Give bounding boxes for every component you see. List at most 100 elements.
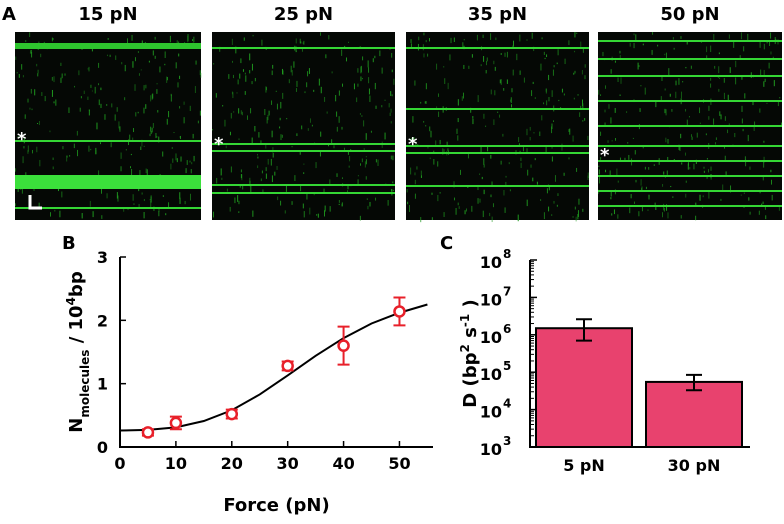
- kymo-noise: [179, 192, 181, 200]
- kymo-noise: [21, 187, 23, 194]
- kymo-noise: [433, 159, 435, 165]
- kymo-noise: [580, 41, 582, 47]
- kymo-noise: [664, 53, 666, 56]
- kymo-noise: [563, 172, 565, 176]
- tick-exponent: 7: [503, 284, 511, 298]
- kymo-noise: [561, 88, 563, 93]
- kymo-noise: [459, 169, 461, 175]
- kymo-noise: [241, 111, 243, 116]
- label-part: / 10: [66, 305, 87, 349]
- kymo-noise: [37, 123, 39, 125]
- kymo-noise: [470, 107, 472, 113]
- kymo-noise: [568, 129, 570, 132]
- kymo-noise: [348, 165, 350, 168]
- kymo-noise: [165, 213, 167, 216]
- kymo-noise: [238, 200, 240, 205]
- kymo-noise: [540, 63, 542, 71]
- kymo-noise: [740, 32, 742, 40]
- kymo-noise: [60, 62, 62, 66]
- molecule-marker: *: [214, 134, 224, 155]
- error-bar: [576, 318, 592, 342]
- kymo-noise: [194, 86, 196, 94]
- kymo-noise: [261, 39, 263, 46]
- kymo-noise: [569, 128, 571, 135]
- kymo-noise: [462, 42, 464, 48]
- kymo-noise: [54, 209, 56, 212]
- kymo-noise: [619, 54, 621, 60]
- kymo-noise: [541, 115, 543, 121]
- kymo-noise: [763, 156, 765, 163]
- kymo-streak: [406, 47, 589, 49]
- kymo-noise: [485, 125, 487, 127]
- tick-exponent: 4: [503, 397, 511, 411]
- kymo-noise: [447, 82, 449, 90]
- kymo-noise: [38, 41, 40, 43]
- kymo-noise: [216, 177, 218, 184]
- kymo-noise: [22, 75, 24, 78]
- kymo-noise: [276, 103, 278, 110]
- kymo-noise: [722, 184, 724, 191]
- kymo-noise: [247, 115, 249, 120]
- kymo-noise: [700, 41, 702, 43]
- kymo-noise: [324, 210, 326, 217]
- kymo-noise: [254, 125, 256, 132]
- kymo-noise: [293, 61, 295, 68]
- kymo-noise: [764, 206, 766, 210]
- tick-exponent: 6: [503, 322, 511, 336]
- kymo-streak: [406, 145, 589, 147]
- kymo-noise: [191, 39, 193, 41]
- kymo-noise: [410, 138, 412, 142]
- y-tick-label: 10: [480, 328, 502, 347]
- kymo-noise: [31, 52, 33, 58]
- kymo-noise: [499, 79, 501, 84]
- kymo-noise: [663, 203, 665, 211]
- kymo-noise: [16, 72, 18, 74]
- kymo-noise: [453, 37, 455, 42]
- kymo-noise: [27, 145, 29, 152]
- kymo-noise: [645, 186, 647, 190]
- kymo-noise: [483, 164, 485, 168]
- kymo-noise: [771, 194, 773, 201]
- kymo-noise: [27, 98, 29, 103]
- kymo-noise: [420, 217, 422, 223]
- kymo-streak: [212, 184, 395, 186]
- kymo-noise: [578, 198, 580, 205]
- kymo-noise: [407, 201, 409, 205]
- kymo-noise: [505, 175, 507, 178]
- kymo-noise: [520, 157, 522, 162]
- kymo-noise: [356, 97, 358, 103]
- kymo-noise: [503, 88, 505, 91]
- kymo-noise: [743, 192, 745, 195]
- kymo-noise: [23, 146, 25, 149]
- kymo-noise: [96, 122, 98, 130]
- kymo-noise: [304, 91, 306, 94]
- kymo-noise: [779, 97, 781, 99]
- kymo-noise: [415, 141, 417, 148]
- kymo-noise: [126, 38, 128, 45]
- kymo-noise: [634, 150, 636, 155]
- kymo-noise: [49, 130, 51, 133]
- kymo-noise: [672, 196, 674, 198]
- kymo-noise: [15, 203, 17, 206]
- kymo-noise: [98, 62, 100, 68]
- kymo-noise: [534, 97, 536, 99]
- kymo-noise: [145, 104, 147, 109]
- kymo-noise: [572, 216, 574, 218]
- kymo-noise: [87, 96, 89, 100]
- kymo-noise: [360, 66, 362, 74]
- kymo-noise: [239, 184, 241, 188]
- kymo-noise: [741, 105, 743, 112]
- kymo-noise: [303, 211, 305, 218]
- kymo-noise: [463, 38, 465, 41]
- kymo-noise: [491, 181, 493, 187]
- kymo-noise: [66, 155, 68, 158]
- kymo-noise: [730, 185, 732, 193]
- kymo-noise: [282, 92, 284, 99]
- kymo-noise: [544, 57, 546, 60]
- kymo-noise: [773, 80, 775, 87]
- kymo-noise: [159, 66, 161, 73]
- kymo-noise: [162, 151, 164, 157]
- kymo-noise: [338, 203, 340, 206]
- kymo-noise: [715, 137, 717, 140]
- kymo-noise: [662, 184, 664, 187]
